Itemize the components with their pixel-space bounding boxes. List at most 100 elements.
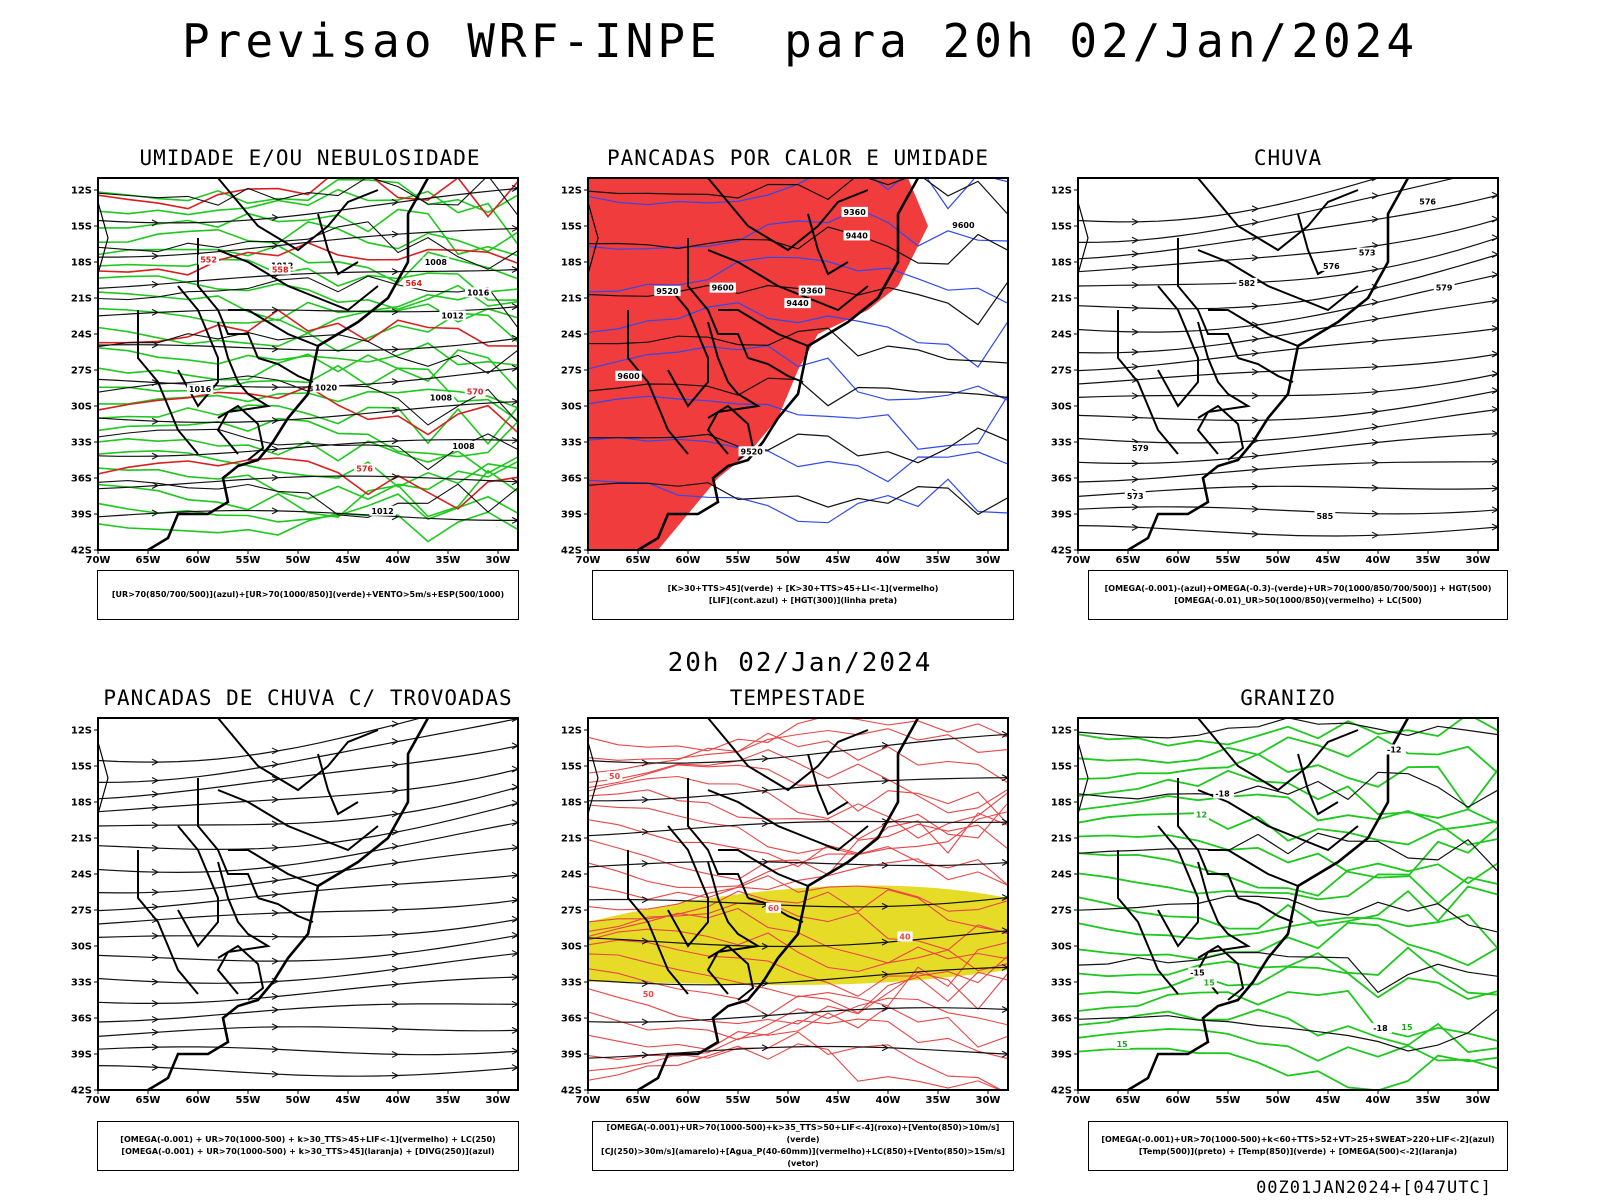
contour-label: 9360 [844,208,867,217]
lon-tick-label: 40W [1366,555,1391,566]
lat-tick-label: 39S [1051,510,1072,521]
lon-tick-label: 30W [486,1095,511,1106]
lon-tick-label: 35W [926,1095,951,1106]
lat-tick-label: 33S [1051,438,1072,449]
lat-tick-label: 42S [1051,546,1072,557]
legend-granizo-line-1: [OMEGA(-0.001)+UR>70(1000-500)+k<60+TTS>… [1101,1135,1495,1144]
contour-label: 1008 [452,442,475,451]
legend-tempestade: [OMEGA(-0.001)+UR>70(1000-500)+k>35_TTS>… [592,1121,1014,1171]
lat-tick-label: 18S [1051,258,1072,269]
lon-tick-label: 30W [1466,1095,1491,1106]
lon-tick-label: 50W [286,555,311,566]
lon-tick-label: 30W [976,1095,1001,1106]
lat-tick-label: 27S [1051,906,1072,917]
run-timestamp: 00Z01JAN2024+[047UTC] [1256,1178,1492,1198]
lon-tick-label: 30W [1466,555,1491,566]
lat-tick-label: 15S [561,222,582,233]
lat-tick-label: 36S [1051,474,1072,485]
contour-label: 1012 [441,311,463,320]
lat-tick-label: 24S [71,330,92,341]
lat-tick-label: 27S [71,366,92,377]
lat-tick-label: 36S [561,1014,582,1025]
lon-tick-label: 65W [1116,555,1141,566]
contour-label: 573 [1359,249,1376,258]
lat-tick-label: 30S [1051,402,1072,413]
lon-tick-label: 60W [676,555,701,566]
lon-tick-label: 35W [436,555,461,566]
contour-label: 576 [356,465,373,474]
lat-tick-label: 33S [71,978,92,989]
legend-pancadas-calor-line-2: [LIF](cont.azul) + [HGT(300)](linha pret… [708,596,898,605]
contour-label: 582 [1239,279,1256,288]
legend-umidade-line-1: [UR>70(850/700/500)](azul)+[UR>70(1000/8… [111,590,505,599]
lat-tick-label: 15S [1051,222,1072,233]
contour-label: 1016 [189,385,212,394]
lat-tick-label: 21S [1051,294,1072,305]
lat-tick-label: 21S [561,294,582,305]
lon-tick-label: 65W [136,1095,161,1106]
lat-tick-label: 39S [71,510,92,521]
lat-tick-label: 27S [1051,366,1072,377]
lat-tick-label: 18S [71,798,92,809]
lon-tick-label: 45W [336,1095,361,1106]
lon-tick-label: 70W [1066,555,1091,566]
lat-tick-label: 42S [1051,1086,1072,1097]
lat-tick-label: 21S [1051,834,1072,845]
panel-title-granizo: GRANIZO [1240,686,1336,710]
contour-label: 9600 [617,372,640,381]
lat-tick-label: 27S [561,366,582,377]
lon-tick-label: 65W [1116,1095,1141,1106]
panel-title-tempestade: TEMPESTADE [729,686,867,710]
contour-label: 40 [899,932,911,941]
lat-tick-label: 21S [71,294,92,305]
legend-tempestade-line-2: [CJ(250)>30m/s](amarelo)+[Agua_P(40-60mm… [601,1147,1005,1168]
lat-tick-label: 12S [1051,186,1072,197]
lon-tick-label: 35W [926,555,951,566]
contour-label: 9520 [656,287,679,296]
lat-tick-label: 39S [561,1050,582,1061]
lon-tick-label: 55W [236,1095,261,1106]
lon-tick-label: 45W [826,555,851,566]
lon-tick-label: 70W [576,555,601,566]
panel-title-pancadas-calor: PANCADAS POR CALOR E UMIDADE [606,146,989,170]
lat-tick-label: 15S [71,762,92,773]
legend-pancadas-calor: [K>30+TTS>45](verde) + [K>30+TTS>45+LI<-… [592,570,1014,620]
lat-tick-label: 30S [561,942,582,953]
lat-tick-label: 18S [561,798,582,809]
lat-tick-label: 27S [561,906,582,917]
lat-tick-label: 30S [71,942,92,953]
lon-tick-label: 60W [676,1095,701,1106]
contour-label: 1020 [315,383,338,392]
lat-tick-label: 12S [561,186,582,197]
lon-tick-label: 70W [1066,1095,1091,1106]
lon-tick-label: 45W [826,1095,851,1106]
lon-tick-label: 50W [1266,555,1291,566]
main-title: Previsao WRF-INPE para 20h 02/Jan/2024 [181,14,1419,68]
contour-label: 9440 [846,231,869,240]
lon-tick-label: 60W [1166,555,1191,566]
lat-tick-label: 30S [71,402,92,413]
map-tempestade: 60 50 40 50 12S 15S 18S 21S 24S 27S 30S 33S 36S 39S 42… [561,717,1009,1106]
lat-tick-label: 36S [561,474,582,485]
lat-tick-label: 27S [71,906,92,917]
lon-tick-label: 50W [776,1095,801,1106]
legend-tempestade-line-1: [OMEGA(-0.001)+UR>70(1000-500)+k>35_TTS>… [606,1123,1000,1144]
contour-label: 9600 [712,284,735,293]
contour-label: 15 [1401,1023,1413,1032]
lat-tick-label: 24S [71,870,92,881]
lon-tick-label: 65W [626,1095,651,1106]
lat-tick-label: 24S [561,330,582,341]
contour-label: 579 [1132,444,1149,453]
lat-tick-label: 36S [71,474,92,485]
contour-label: -12 [1387,745,1401,754]
lat-tick-label: 42S [561,546,582,557]
lon-tick-label: 30W [486,555,511,566]
lat-tick-label: 30S [561,402,582,413]
lon-tick-label: 55W [726,555,751,566]
lon-tick-label: 40W [876,1095,901,1106]
lat-tick-label: 36S [71,1014,92,1025]
contour-label: 50 [643,990,655,999]
panel-title-umidade: UMIDADE E/OU NEBULOSIDADE [139,146,481,170]
lat-tick-label: 12S [71,186,92,197]
lon-tick-label: 55W [726,1095,751,1106]
